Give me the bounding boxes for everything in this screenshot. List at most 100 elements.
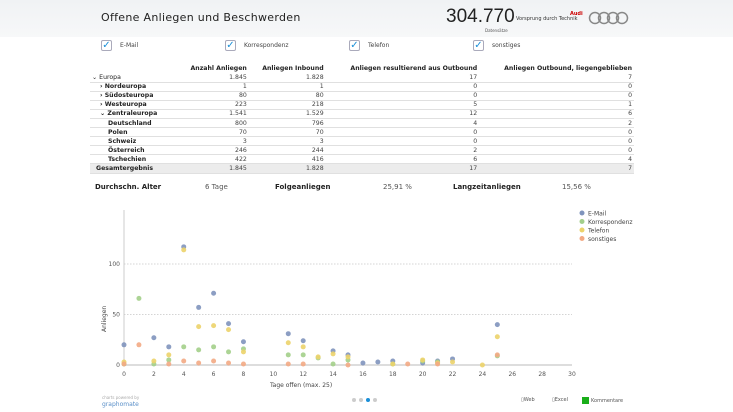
document-icon: ▯ [552,397,555,403]
cell: 422 [178,154,249,165]
comments-button[interactable]: Kommentare [582,397,623,404]
cell: 3 [178,136,249,147]
legend-label: sonstiges [588,236,616,243]
follow-label: Folgeanliegen [275,183,331,191]
x-tick-label: 6 [212,371,216,378]
data-point-telefon [151,358,157,364]
row-label[interactable]: Polen [90,127,178,138]
data-point-telefon [420,357,426,363]
cell: 0 [325,82,480,92]
page-dot[interactable] [366,398,370,402]
cell: 0 [479,145,634,156]
data-point-e-mail [196,304,202,310]
checkbox[interactable]: ✓ [101,40,112,51]
checkbox[interactable]: ✓ [473,40,484,51]
x-tick-label: 26 [508,371,516,378]
row-label[interactable]: › Nordeuropa [90,82,178,92]
data-point-sonstiges [345,362,351,368]
data-point-korrespondenz [196,347,202,353]
long-label: Langzeitanliegen [453,183,521,191]
data-point-telefon [479,362,485,368]
table-row[interactable]: › Südosteuropa 80 80 0 0 [90,91,634,101]
data-point-sonstiges [196,360,202,366]
table-row[interactable]: ⌄ Zentraleuropa 1.541 1.529 12 6 [90,109,634,119]
audi-logo [588,11,629,25]
legend-marker [579,236,585,241]
cell: 223 [178,100,249,110]
row-label[interactable]: ⌄ Europa [90,73,178,83]
data-point-e-mail [211,290,217,296]
filter-checkbox-telefon[interactable]: ✓ Telefon [349,40,389,51]
data-point-korrespondenz [166,357,172,363]
data-point-korrespondenz [211,344,217,350]
table-row[interactable]: Deutschland 800 796 4 2 [90,118,634,129]
cell: 7 [479,73,634,83]
row-label[interactable]: › Westeuropa [90,100,178,110]
kpi-label: Datensätze [485,28,508,33]
data-point-sonstiges [285,361,291,367]
row-label[interactable]: ⌄ Zentraleuropa [90,109,178,119]
data-point-telefon [240,349,246,355]
row-label[interactable]: Schweiz [90,136,178,147]
cell: 796 [248,118,326,129]
table-row[interactable]: Österreich 246 244 2 0 [90,145,634,156]
table-row[interactable]: Polen 70 70 0 0 [90,127,634,138]
cell: 0 [479,127,634,138]
table-row[interactable]: › Westeuropa 223 218 5 1 [90,100,634,110]
row-label[interactable]: Österreich [90,145,178,156]
cell: 7 [479,163,634,174]
data-point-e-mail [360,360,366,366]
data-point-e-mail [226,321,232,327]
row-label[interactable]: › Südosteuropa [90,91,178,101]
expand-icon[interactable]: ⌄ [100,110,108,118]
cell: 1.845 [178,163,249,174]
cell: 0 [479,82,634,92]
legend-label: Telefon [587,228,609,235]
filter-checkbox-e-mail[interactable]: ✓ E-Mail [101,40,138,51]
page-dot[interactable] [373,398,377,402]
row-label[interactable]: Deutschland [90,118,178,129]
checkbox[interactable]: ✓ [225,40,236,51]
cell: 246 [178,145,249,156]
total-row: Gesamtergebnis 1.845 1.828 17 7 [90,163,634,174]
x-tick-label: 2 [152,371,156,378]
cell: 3 [248,136,326,147]
table-row[interactable]: › Nordeuropa 1 1 0 0 [90,82,634,92]
table-row[interactable]: Tschechien 422 416 6 4 [90,154,634,165]
cell: 6 [325,154,480,165]
filter-checkbox-korrespondenz[interactable]: ✓ Korrespondenz [225,40,289,51]
checkbox[interactable]: ✓ [349,40,360,51]
cell: 5 [325,100,480,110]
legend-label: Korrespondenz [588,219,633,226]
expand-icon[interactable]: › [100,101,105,109]
x-tick-label: 4 [182,371,186,378]
x-tick-label: 16 [359,371,367,378]
x-tick-label: 28 [538,371,546,378]
x-tick-label: 20 [419,371,427,378]
data-point-korrespondenz [136,295,142,301]
table-row[interactable]: Schweiz 3 3 0 0 [90,136,634,147]
table-row[interactable]: ⌄ Europa 1.845 1.828 17 7 [90,73,634,83]
web-button[interactable]: ▯Web [521,397,535,403]
expand-icon[interactable]: › [100,92,105,100]
data-point-e-mail [285,331,291,337]
expand-icon[interactable]: › [100,83,105,91]
cell: 17 [325,163,480,174]
excel-button[interactable]: ▯Excel [552,397,569,403]
data-point-telefon [285,340,291,346]
pagination[interactable] [352,398,377,402]
cell: 1.828 [248,163,326,174]
data-point-e-mail [121,342,127,348]
data-point-e-mail [166,344,172,350]
expand-icon[interactable]: ⌄ [92,73,100,81]
powered-by: charts powered by [102,395,140,400]
data-point-korrespondenz [181,344,187,350]
y-tick-label: 50 [112,312,120,319]
page-dot[interactable] [352,398,356,402]
page-dot[interactable] [359,398,363,402]
data-point-telefon [390,361,396,367]
row-label[interactable]: Tschechien [90,154,178,165]
filter-checkbox-sonstiges[interactable]: ✓ sonstiges [473,40,520,51]
cell: 1 [479,100,634,110]
